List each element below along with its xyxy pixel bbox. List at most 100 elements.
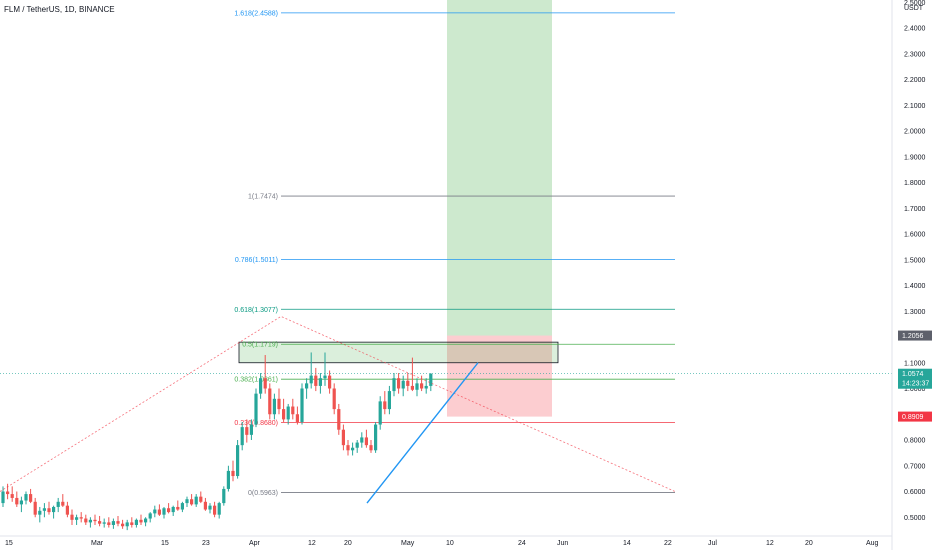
candle-body (360, 437, 364, 443)
candle-body (305, 383, 309, 389)
candle-body (116, 521, 120, 524)
candle-body (125, 522, 129, 527)
candle-body (410, 385, 414, 390)
candle-body (121, 523, 125, 527)
time-tick-label: 20 (344, 540, 352, 547)
price-tag-box (898, 368, 932, 389)
price-unit-label: USDT (904, 5, 924, 12)
time-tick-label: 15 (161, 540, 169, 547)
fib-level-label: 1(1.7474) (248, 194, 278, 201)
time-axis[interactable]: 15 Mar 15 23 Apr 12 20 May 10 24 Jun 14 22 Jul 12 20 Aug (5, 540, 879, 547)
candle-body (61, 501, 65, 506)
candle-body (397, 378, 401, 389)
supply-box (238, 341, 559, 364)
candle-body (65, 505, 69, 515)
symbol-title[interactable]: FLM / TetherUS, 1D, BINANCE (4, 5, 115, 14)
candle-body (424, 385, 428, 389)
candle-body (240, 427, 244, 446)
fib-level-label: 0.618(1.3077) (234, 307, 278, 314)
candle-body (374, 424, 378, 451)
candle-body (318, 378, 322, 386)
candle-body (378, 401, 382, 425)
candle-body (337, 409, 341, 430)
candle-body (392, 378, 396, 392)
price-tick-label: 2.5000 (904, 0, 926, 7)
position-zones (238, 0, 559, 417)
time-tick-label: 23 (202, 540, 210, 547)
price-tick-label: 1.4000 (904, 283, 926, 290)
fib-level-label: 1.618(2.4588) (234, 10, 278, 17)
price-tick-label: 0.5000 (904, 515, 926, 522)
candle-body (98, 521, 102, 524)
candle-body (245, 427, 249, 435)
time-tick-label: 10 (446, 540, 454, 547)
candle-body (52, 506, 56, 513)
price-tick-label: 2.1000 (904, 103, 926, 110)
candle-body (171, 506, 175, 513)
price-tag-value: 0.8909 (902, 414, 924, 421)
candle-body (24, 494, 28, 501)
candle-body (387, 391, 391, 410)
time-tick-label: 12 (308, 540, 316, 547)
candle-body (259, 378, 263, 394)
price-tick-label: 1.3000 (904, 309, 926, 316)
time-tick-label: 22 (664, 540, 672, 547)
candle-body (286, 406, 290, 420)
stop-zone (447, 335, 552, 417)
candle-body (415, 383, 419, 390)
candle-body (341, 429, 345, 446)
candle-body (268, 388, 272, 415)
candle-body (42, 508, 46, 511)
candle-body (323, 375, 327, 379)
fib-level-label: 0.786(1.5011) (235, 257, 278, 264)
candle-body (93, 519, 97, 522)
price-tick-label: 1.0000 (904, 386, 926, 393)
candle-body (19, 500, 23, 505)
price-tick-label: 0.8000 (904, 438, 926, 445)
candle-body (236, 445, 240, 477)
price-tag-value: 1.0574 (902, 371, 924, 378)
candle-body (309, 375, 313, 384)
candle-body (33, 501, 37, 515)
candle-body (263, 378, 267, 389)
candle-body (401, 380, 405, 389)
price-tick-label: 1.8000 (904, 180, 926, 187)
candle-body (351, 447, 355, 451)
candle-body (134, 519, 138, 525)
candle-body (70, 514, 74, 520)
candle-body (176, 506, 180, 510)
price-tick-label: 2.4000 (904, 26, 926, 33)
candle-body (332, 388, 336, 410)
price-axis[interactable]: 0.50000.60000.70000.80000.90001.00001.10… (904, 0, 926, 522)
candle-body (328, 375, 332, 389)
candle-body (1, 491, 5, 504)
candle-body (383, 401, 387, 410)
candle-body (199, 496, 203, 502)
price-tag-box (898, 330, 932, 341)
candle-body (88, 519, 92, 523)
candle-body (231, 470, 235, 477)
time-tick-label: 14 (623, 540, 631, 547)
candle-body (291, 406, 295, 415)
candle-body (420, 383, 424, 389)
candle-body (355, 442, 359, 448)
candle-body (10, 494, 14, 498)
candle-body (38, 510, 42, 515)
candle-body (29, 494, 33, 502)
candle-body (56, 501, 60, 507)
time-tick-label: 20 (805, 540, 813, 547)
candle-body (249, 424, 253, 435)
price-tick-label: 0.7000 (904, 463, 926, 470)
price-tags: 1.2056 1.0574 14:23:37 0.8909 (898, 330, 932, 422)
candle-body (75, 517, 79, 520)
candle-body (84, 518, 88, 523)
candle-body (144, 518, 148, 523)
candle-body (107, 522, 111, 525)
price-tick-label: 1.9000 (904, 154, 926, 161)
candle-body (167, 508, 171, 513)
candle-body (222, 488, 226, 504)
candle-body (300, 388, 304, 422)
price-tick-label: 1.5000 (904, 257, 926, 264)
